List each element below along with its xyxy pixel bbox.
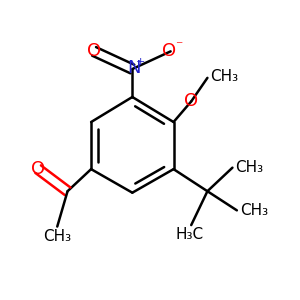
- Text: O: O: [87, 42, 101, 60]
- Text: CH₃: CH₃: [210, 69, 238, 84]
- Text: ⁻: ⁻: [175, 39, 182, 53]
- Text: +: +: [136, 57, 145, 67]
- Text: CH₃: CH₃: [236, 160, 263, 175]
- Text: O: O: [31, 160, 45, 178]
- Text: O: O: [184, 92, 198, 110]
- Text: CH₃: CH₃: [43, 229, 71, 244]
- Text: N: N: [127, 59, 141, 77]
- Text: H₃C: H₃C: [176, 227, 204, 242]
- Text: O: O: [162, 42, 176, 60]
- Text: CH₃: CH₃: [240, 203, 268, 218]
